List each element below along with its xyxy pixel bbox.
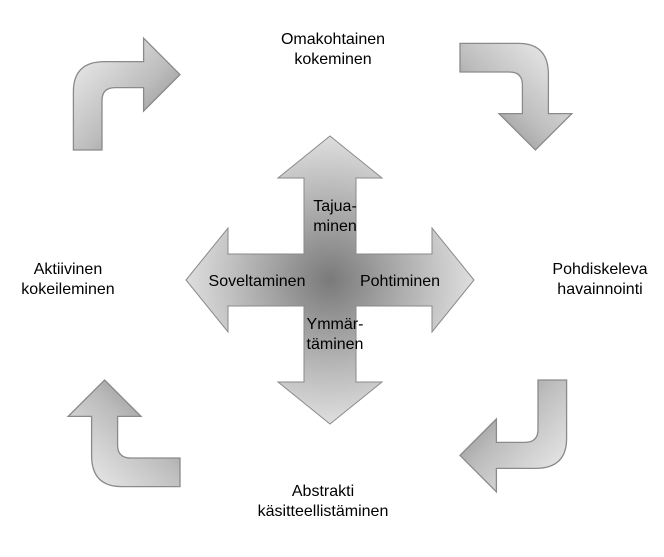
cycle-arrow-top-left (73, 38, 180, 150)
cycle-arrow-top-right (460, 43, 572, 150)
inner-label-right: Pohtiminen (345, 272, 455, 292)
label-bottom: Abstraktikäsitteellistäminen (228, 482, 418, 522)
inner-label-up: Tajua-minen (280, 197, 390, 237)
diagram-stage: Omakohtainenkokeminen Pohdiskelevahavain… (0, 0, 664, 557)
label-top: Omakohtainenkokeminen (248, 30, 418, 70)
cycle-arrow-bottom-right (460, 380, 567, 492)
label-left: Aktiivinenkokeileminen (8, 260, 128, 300)
label-right: Pohdiskelevahavainnointi (540, 260, 660, 300)
inner-label-left: Soveltaminen (197, 272, 317, 292)
inner-label-down: Ymmär-täminen (280, 315, 390, 355)
cycle-arrow-bottom-left (68, 380, 180, 487)
